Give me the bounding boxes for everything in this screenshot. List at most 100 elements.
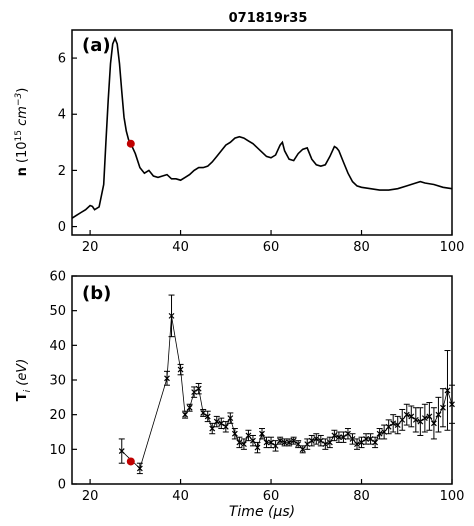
panel-b-data-point (213, 415, 220, 428)
panel-b-x-marker (240, 441, 247, 448)
panel-b-ytick-label: 60 (49, 270, 66, 285)
panel-b-x-marker (281, 439, 288, 446)
panel-b-data-point (408, 405, 415, 428)
panel-a-ylabel: n (1015 cm−3) (14, 88, 30, 177)
panel-b-data-point (259, 428, 265, 440)
panel-b-x-marker (376, 430, 383, 437)
panel-b-data-point (322, 438, 329, 450)
panel-b-xlabel-unit: (μs) (264, 504, 296, 520)
panel-b-x-marker (363, 436, 369, 442)
panel-b-data-point (385, 419, 392, 435)
panel-b-xtick-label: 80 (353, 489, 370, 504)
panel-b-x-marker (372, 439, 379, 446)
panel-b-data-point (304, 438, 311, 450)
panel-b-data-point (313, 433, 320, 445)
panel-a-ytick-label: 4 (58, 108, 66, 123)
panel-a-ytick-label: 0 (58, 220, 66, 235)
panel-b-x-marker (164, 375, 170, 382)
panel-b-ytick-label: 30 (49, 374, 66, 389)
panel-b-data-point (277, 436, 284, 445)
panel-b-data-point (399, 408, 406, 431)
panel-a-ytick-label: 6 (58, 52, 66, 67)
panel-b-x-marker (259, 430, 265, 437)
panel-b-data-point (349, 433, 356, 445)
panel-a-density-line (71, 36, 453, 219)
panel-b-points (118, 294, 455, 475)
panel-b-data-point (204, 410, 211, 423)
panel-b-x-marker (213, 418, 220, 425)
panel-b-x-marker (313, 436, 320, 442)
panel-b-data-point (227, 412, 234, 424)
panel-b-x-marker (430, 420, 437, 427)
panel-b-data-point (394, 415, 401, 435)
panel-b-x-marker (449, 401, 455, 408)
panel-a-ylabel-exp: 15 (14, 130, 24, 141)
panel-b-data-point (449, 384, 455, 424)
panel-b-data-point (200, 408, 207, 417)
panel-b-x-marker (186, 404, 193, 411)
panel-b-x-marker (254, 444, 261, 451)
panel-a-ticks: 20 40 60 80 100 0 2 4 6 (58, 52, 465, 255)
panel-b-xtick-label: 60 (263, 489, 280, 504)
panel-b-xlabel-main: Time (229, 504, 264, 520)
panel-b-label: (b) (82, 283, 111, 304)
panel-b-data-point (430, 407, 437, 440)
panel-b-data-point (308, 434, 315, 447)
panel-b: (b) 20 40 60 80 100 0 10 20 30 40 50 60 Ti (eV) Tim… (15, 270, 464, 521)
panel-b-data-point (136, 462, 143, 475)
panel-a: (a) 20 40 60 80 100 0 2 4 6 n (1015 cm−3) (14, 29, 465, 255)
panel-b-x-marker (345, 430, 351, 437)
panel-b-data-point (240, 438, 247, 450)
panel-b-x-marker (182, 411, 189, 418)
panel-b-x-marker (263, 439, 270, 446)
panel-a-xtick-label: 60 (263, 240, 280, 255)
panel-b-ylabel: Ti (eV) (15, 359, 33, 402)
panel-b-data-point (222, 421, 229, 433)
panel-b-x-marker (349, 436, 356, 442)
panel-b-x-marker (231, 430, 238, 437)
panel-b-ylabel-unit: (eV) (15, 359, 30, 390)
panel-b-data-point (444, 350, 451, 431)
panel-b-x-marker (136, 465, 143, 472)
panel-b-x-marker (408, 413, 415, 420)
panel-b-x-marker (118, 448, 125, 454)
panel-b-data-point (191, 386, 198, 398)
panel-b-data-point (177, 363, 184, 376)
panel-b-x-marker (236, 439, 243, 446)
panel-b-data-point (263, 436, 270, 449)
panel-b-ytick-label: 40 (49, 339, 66, 354)
panel-b-x-marker (308, 437, 315, 444)
chart-title: 071819r35 (229, 11, 308, 26)
panel-b-data-point (118, 438, 125, 464)
panel-b-xlabel: Time (μs) (229, 504, 295, 520)
panel-b-x-marker (195, 385, 202, 392)
panel-b-xtick-label: 40 (172, 489, 189, 504)
panel-b-data-point (435, 396, 442, 433)
panel-b-data-point (354, 438, 360, 450)
panel-b-x-marker (444, 387, 451, 394)
panel-b-data-point (182, 410, 189, 419)
panel-b-ticks: 20 40 60 80 100 0 10 20 30 40 50 60 (49, 270, 464, 505)
panel-b-x-marker (335, 434, 342, 441)
panel-b-x-marker (417, 418, 424, 425)
panel-b-data-point (390, 414, 397, 433)
panel-b-x-marker (222, 423, 229, 430)
panel-a-ylabel-unit: (10 (15, 141, 30, 163)
panel-b-xtick-label: 100 (440, 489, 465, 504)
panel-b-data-point (186, 403, 193, 412)
panel-b-x-marker (412, 416, 419, 423)
panel-b-x-marker (385, 423, 392, 430)
panel-b-data-point (254, 441, 261, 454)
panel-b-data-point (326, 436, 333, 449)
panel-b-x-marker (399, 416, 406, 423)
panel-b-data-point (168, 294, 175, 338)
panel-b-x-marker (354, 441, 360, 448)
panel-b-data-point (290, 436, 297, 445)
panel-b-x-marker (299, 446, 306, 453)
panel-b-x-marker (204, 413, 211, 420)
panel-a-xtick-label: 20 (82, 240, 99, 255)
panel-b-data-point (236, 436, 243, 449)
panel-b-xtick-label: 20 (82, 489, 99, 504)
panel-a-ylabel-main: n (15, 167, 30, 176)
